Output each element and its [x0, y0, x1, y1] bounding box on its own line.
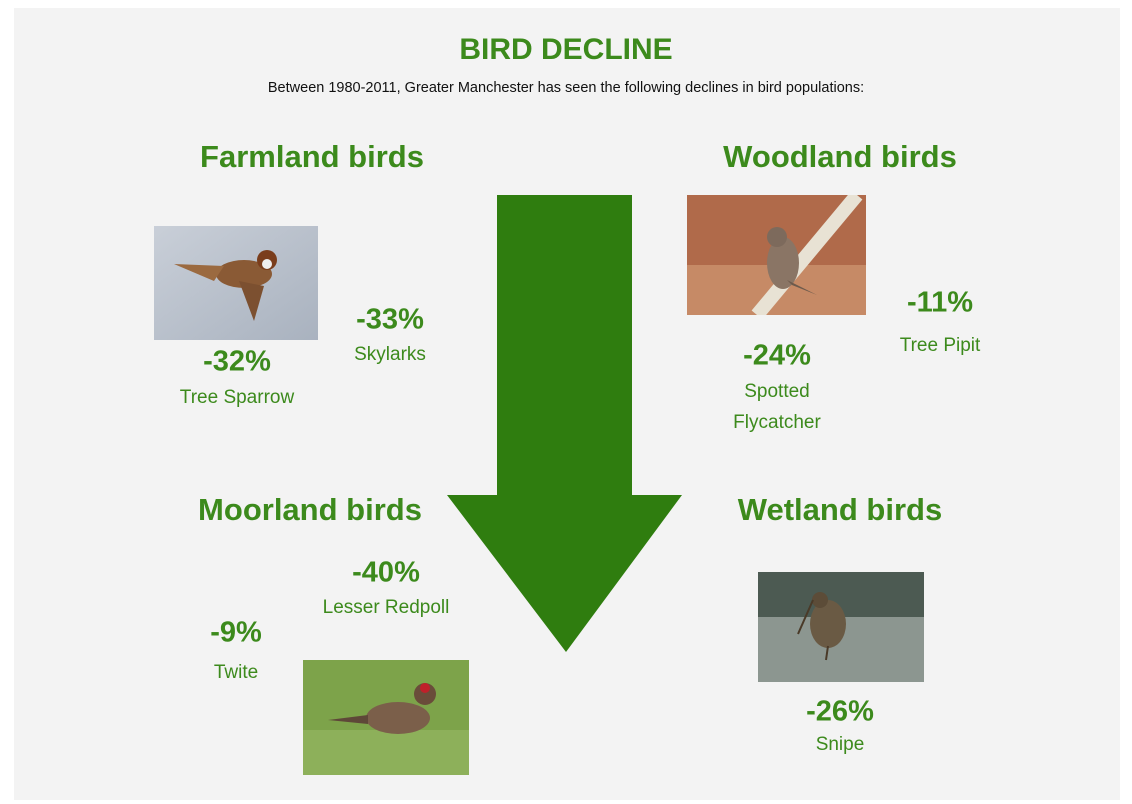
subtitle: Between 1980-2011, Greater Manchester ha… — [268, 80, 864, 96]
title: BIRD DECLINE — [459, 33, 672, 67]
flycatcher-photo — [687, 195, 866, 315]
group-heading: Wetland birds — [738, 492, 942, 528]
bird-change: -11% — [907, 287, 973, 320]
bird-name: Twite — [214, 662, 258, 684]
tree-sparrow-photo — [154, 226, 318, 340]
group-heading: Moorland birds — [198, 492, 422, 528]
arrow-shape — [447, 195, 682, 652]
bird-name: Tree Sparrow — [180, 387, 294, 409]
redpoll-photo — [303, 660, 469, 775]
decline-arrow — [0, 0, 1132, 804]
bird-change: -33% — [356, 304, 424, 337]
page: {"title": "BIRD DECLINE", "subtitle": "B… — [0, 0, 1132, 804]
bird-name: Snipe — [816, 734, 865, 756]
snipe-photo — [758, 572, 924, 682]
bird-change: -40% — [352, 557, 420, 590]
bird-change: -32% — [203, 346, 271, 379]
bird-name: Lesser Redpoll — [323, 597, 450, 619]
bird-change: -9% — [210, 617, 262, 650]
group-heading: Farmland birds — [200, 139, 424, 175]
bird-name: Tree Pipit — [900, 335, 981, 357]
bird-name: Skylarks — [354, 344, 426, 366]
bird-change: -26% — [806, 696, 874, 729]
bird-name: Spotted Flycatcher — [717, 376, 837, 438]
group-heading: Woodland birds — [723, 139, 957, 175]
bird-change: -24% — [743, 340, 811, 373]
